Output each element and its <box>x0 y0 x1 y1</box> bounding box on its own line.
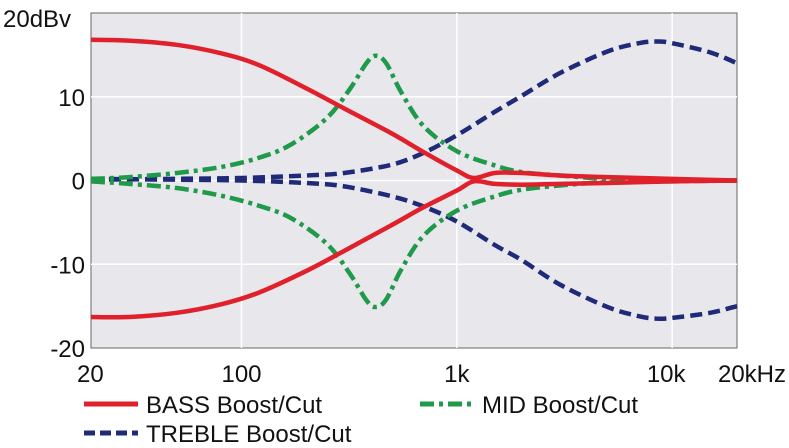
x-tick-label: 100 <box>221 361 261 388</box>
x-tick-label: 20kHz <box>718 361 786 388</box>
treble-curve <box>90 176 738 322</box>
x-tick-label: 10k <box>647 361 687 388</box>
legend-label-mid: MID Boost/Cut <box>482 392 638 419</box>
legend-label-treble: TREBLE Boost/Cut <box>146 421 352 448</box>
y-tick-label: -20 <box>50 336 85 363</box>
y-tick-label: -10 <box>50 252 85 279</box>
bass-curve <box>90 178 738 320</box>
legend-label-bass: BASS Boost/Cut <box>146 392 322 419</box>
series-lines <box>90 37 738 322</box>
legend: BASS Boost/Cut MID Boost/Cut TREBLE Boos… <box>84 392 638 448</box>
y-tick-label: 20dBv <box>3 6 71 33</box>
y-tick-labels: 20dBv 10 0 -10 -20 <box>3 6 85 363</box>
treble-curve <box>90 39 738 182</box>
x-tick-label: 1k <box>444 361 470 388</box>
y-tick-label: 10 <box>58 85 85 112</box>
x-tick-label: 20 <box>77 361 104 388</box>
y-tick-label: 0 <box>72 169 85 196</box>
x-tick-labels: 20 100 1k 10k 20kHz <box>77 361 786 388</box>
bass-curve <box>90 37 738 183</box>
